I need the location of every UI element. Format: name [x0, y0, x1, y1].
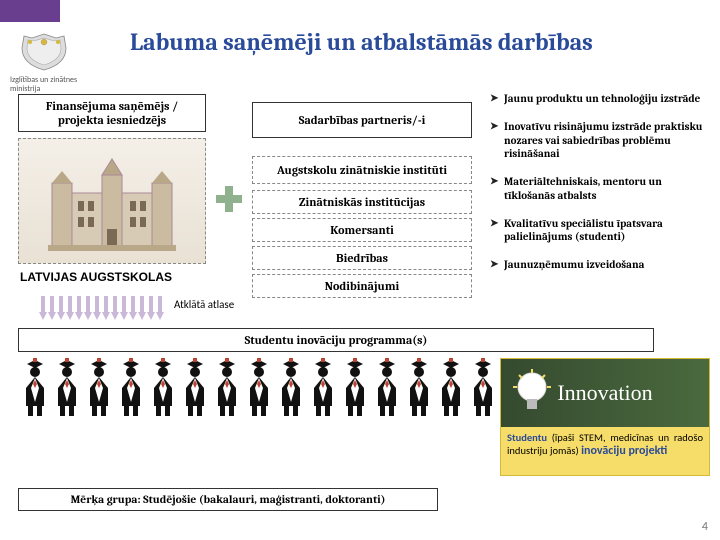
arrow-down [49, 296, 56, 324]
target-group-bar: Mērķa grupa: Studējošie (bakalauri, maģi… [18, 488, 438, 511]
student-icon [244, 358, 274, 416]
ministry-name: Izglītības un zinātnes ministrija [10, 76, 77, 94]
bullet-1: Inovatīvu risinājumu izstrāde praktisku … [490, 120, 708, 161]
arrow-down [157, 296, 164, 324]
arrow-down [94, 296, 101, 324]
innovation-word: Innovation [557, 380, 652, 406]
student-icon [84, 358, 114, 416]
coat-of-arms-icon [8, 32, 80, 76]
student-icon [468, 358, 498, 416]
student-icon [148, 358, 178, 416]
center-box-1: Augstskolu zinātniskie institūti [252, 156, 472, 184]
bullet-0: Jaunu produktu un tehnoloģiju izstrāde [490, 92, 708, 106]
center-box-5: Nodibinājumi [252, 274, 472, 298]
arrow-down [40, 296, 47, 324]
corner-accent [0, 0, 60, 22]
latvijas-label: LATVIJAS AUGSTSKOLAS [20, 270, 172, 284]
building-icon [42, 145, 182, 255]
student-icon [276, 358, 306, 416]
student-icon [436, 358, 466, 416]
student-icon [308, 358, 338, 416]
people-row [20, 358, 498, 416]
lightbulb-icon [513, 369, 551, 417]
arrow-down [85, 296, 92, 324]
center-box-0: Sadarbības partneris/-i [252, 102, 472, 138]
down-arrows [40, 296, 164, 324]
arrow-down [148, 296, 155, 324]
student-icon [212, 358, 242, 416]
arrow-down [139, 296, 146, 324]
arrow-down [112, 296, 119, 324]
funder-line1: Finansējuma saņēmējs / [25, 99, 199, 113]
funder-line2: projekta iesniedzējs [25, 113, 199, 127]
innovation-image: Innovation [501, 359, 709, 427]
arrow-down [58, 296, 65, 324]
center-box-2: Zinātniskās institūcijas [252, 190, 472, 214]
arrow-down [130, 296, 137, 324]
student-icon [404, 358, 434, 416]
student-icon [52, 358, 82, 416]
arrow-down [76, 296, 83, 324]
student-icon [116, 358, 146, 416]
bullets-list: Jaunu produktu un tehnoloģiju izstrāde In… [490, 92, 708, 286]
arrow-down [67, 296, 74, 324]
innovation-text: Studentu (īpaši STEM, medicīnas un radoš… [501, 427, 709, 463]
program-bar: Studentu inovāciju programma(s) [18, 328, 654, 352]
arrow-down [121, 296, 128, 324]
student-icon [372, 358, 402, 416]
building-box [18, 138, 206, 264]
student-icon [340, 358, 370, 416]
ministry-line2: ministrija [10, 85, 77, 94]
plus-icon [216, 186, 242, 212]
student-icon [180, 358, 210, 416]
bullet-3: Kvalitatīvu speciālistu īpatsvara paliel… [490, 217, 708, 245]
atlase-label: Atklātā atlase [174, 298, 234, 311]
student-icon [20, 358, 50, 416]
center-box-3: Komersanti [252, 218, 472, 242]
innovation-box: Innovation Studentu (īpaši STEM, medicīn… [500, 358, 710, 476]
funder-box: Finansējuma saņēmējs / projekta iesniedz… [18, 94, 206, 132]
arrow-down [103, 296, 110, 324]
page-title: Labuma saņēmēji un atbalstāmās darbības [130, 28, 593, 56]
bullet-2: Materiāltehniskais, mentoru un tīklošanā… [490, 175, 708, 203]
bullet-4: Jaunuzņēmumu izveidošana [490, 258, 708, 272]
center-box-4: Biedrības [252, 246, 472, 270]
page-number: 4 [702, 520, 708, 534]
